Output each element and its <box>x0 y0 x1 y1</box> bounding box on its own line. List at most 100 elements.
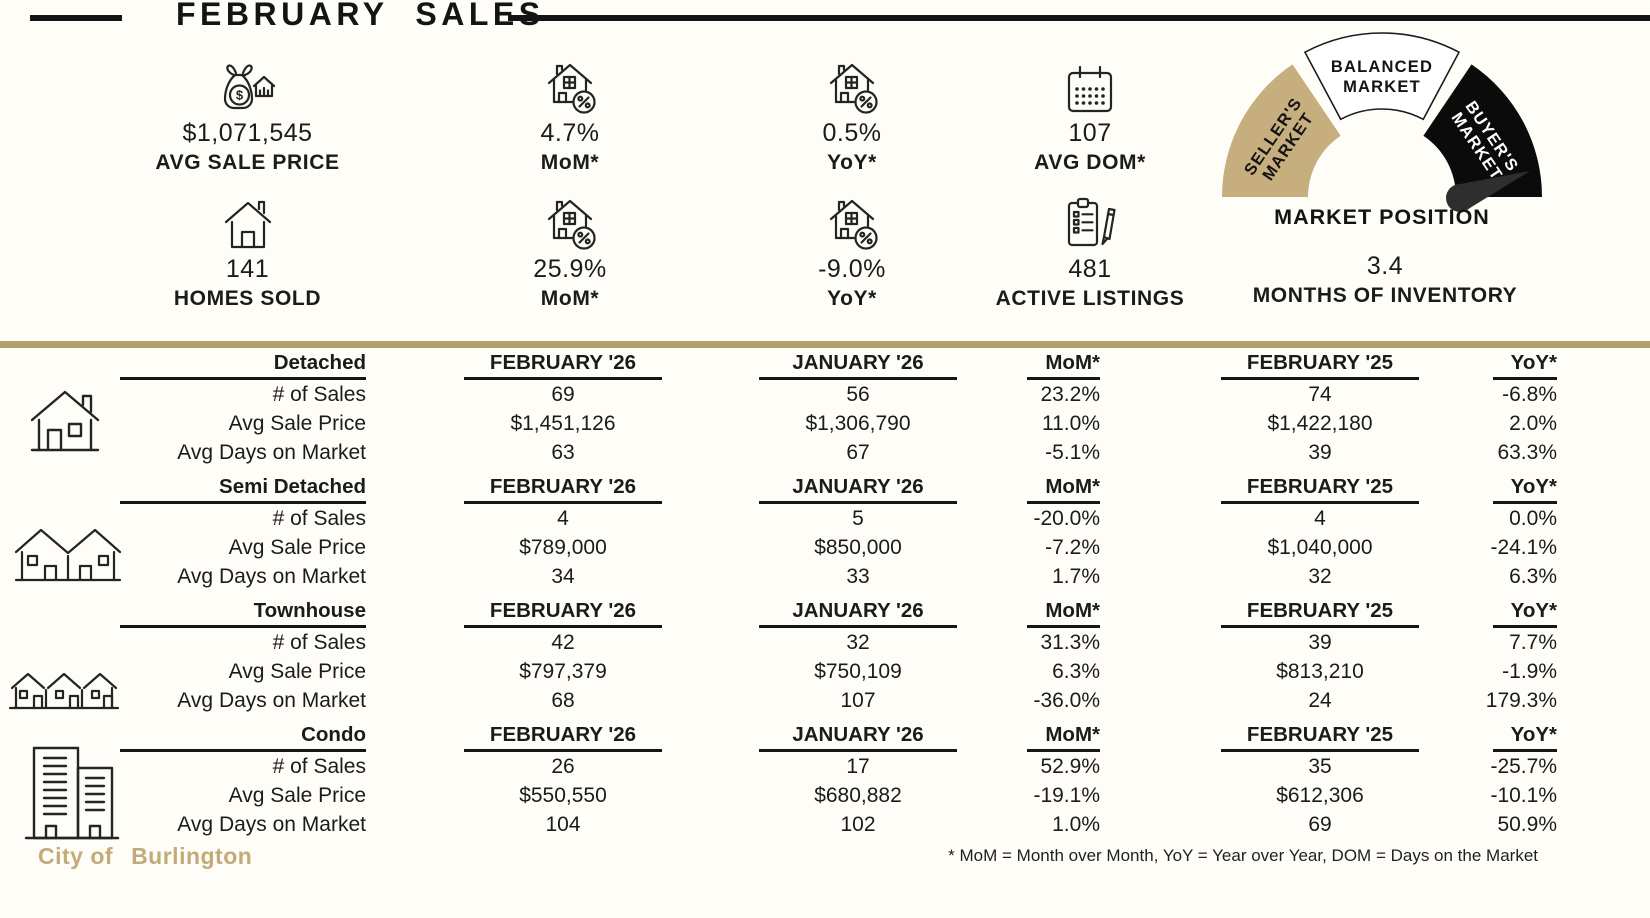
cell: 2.0% <box>1509 411 1557 435</box>
property-type-label: Condo <box>120 723 366 752</box>
stat-mom-price: 4.7% MoM* <box>430 58 710 175</box>
cell: 5 <box>852 506 864 530</box>
table-row-sales: # of Sales 69 56 23.2% 74 -6.8% <box>120 380 1650 409</box>
group-header-row: Semi Detached FEBRUARY '26 JANUARY '26 M… <box>120 474 1650 504</box>
row-label: # of Sales <box>272 754 366 778</box>
cell: $1,306,790 <box>805 411 911 435</box>
table-group-semi-detached: Semi Detached FEBRUARY '26 JANUARY '26 M… <box>120 474 1650 591</box>
cell: 17 <box>846 754 870 778</box>
col-header-feb25: FEBRUARY '25 <box>1221 723 1419 752</box>
col-header-jan26: JANUARY '26 <box>759 475 957 504</box>
col-header-yoy: YoY* <box>1492 599 1557 628</box>
cell: -1.9% <box>1502 659 1557 683</box>
table-group-condo: Condo FEBRUARY '26 JANUARY '26 MoM* FEBR… <box>120 722 1650 839</box>
cell: 6.3% <box>1509 564 1557 588</box>
table-row-price: Avg Sale Price $797,379 $750,109 6.3% $8… <box>120 657 1650 686</box>
market-position-gauge: SELLER'S MARKET BALANCED MARKET BUYER'S … <box>1212 25 1552 230</box>
stat-value: -9.0% <box>818 255 886 283</box>
header-rule-left <box>30 15 122 21</box>
house-percent-icon <box>430 194 710 252</box>
gauge-segment-balanced <box>1303 32 1461 121</box>
footnote: * MoM = Month over Month, YoY = Year ove… <box>948 846 1538 865</box>
col-header-jan26: JANUARY '26 <box>759 599 957 628</box>
condo-buildings-icon <box>22 742 122 851</box>
row-label: Avg Days on Market <box>177 564 366 588</box>
stat-label: MoM* <box>540 151 600 174</box>
cell: -19.1% <box>1033 783 1100 807</box>
group-header-row: Townhouse FEBRUARY '26 JANUARY '26 MoM* … <box>120 598 1650 628</box>
stat-label: MoM* <box>540 287 600 310</box>
col-header-yoy: YoY* <box>1492 351 1557 380</box>
cell: 63.3% <box>1497 440 1557 464</box>
cell: 34 <box>551 564 575 588</box>
logo-word: City of <box>38 843 114 869</box>
row-label: # of Sales <box>272 382 366 406</box>
table-row-dom: Avg Days on Market 104 102 1.0% 69 50.9% <box>120 810 1650 839</box>
stat-homes-sold: 141 HOMES SOLD <box>80 194 415 311</box>
logo-word: Burlington <box>131 843 253 869</box>
cell: 1.7% <box>1052 564 1100 588</box>
table-row-dom: Avg Days on Market 34 33 1.7% 32 6.3% <box>120 562 1650 591</box>
cell: 11.0% <box>1042 411 1100 435</box>
svg-text:MARKET: MARKET <box>1343 78 1421 96</box>
stats-panel: $ $1,071,545 AVG SALE PRICE 4.7% MoM* <box>0 32 1650 346</box>
calendar-icon <box>950 58 1230 116</box>
balanced-market-label: BALANCED MARKET <box>1331 58 1433 96</box>
row-label: # of Sales <box>272 630 366 654</box>
row-label: Avg Days on Market <box>177 440 366 464</box>
stat-value: 3.4 <box>1366 252 1404 280</box>
cell: 4 <box>557 506 569 530</box>
row-label: Avg Days on Market <box>177 812 366 836</box>
col-header-feb26: FEBRUARY '26 <box>464 599 662 628</box>
stat-label: AVG DOM* <box>1034 151 1146 174</box>
col-header-mom: MoM* <box>1027 475 1100 504</box>
townhouse-icon <box>8 668 120 717</box>
page-title: FEBRUARY SALES <box>176 0 545 32</box>
row-label: Avg Days on Market <box>177 688 366 712</box>
group-header-row: Condo FEBRUARY '26 JANUARY '26 MoM* FEBR… <box>120 722 1650 752</box>
cell: 68 <box>551 688 575 712</box>
cell: 35 <box>1308 754 1332 778</box>
cell: 69 <box>551 382 575 406</box>
col-header-yoy: YoY* <box>1492 723 1557 752</box>
gauge-title: MARKET POSITION <box>1274 205 1490 229</box>
stat-value: 107 <box>1068 119 1112 147</box>
cell: 104 <box>545 812 581 836</box>
house-icon <box>80 194 415 252</box>
table-group-townhouse: Townhouse FEBRUARY '26 JANUARY '26 MoM* … <box>120 598 1650 715</box>
cell: 63 <box>551 440 575 464</box>
stat-label: YoY* <box>827 151 877 174</box>
cell: 52.9% <box>1040 754 1100 778</box>
cell: 179.3% <box>1485 688 1557 712</box>
section-divider <box>0 341 1650 348</box>
row-label: Avg Sale Price <box>228 659 366 683</box>
table-group-detached: Detached FEBRUARY '26 JANUARY '26 MoM* F… <box>120 350 1650 467</box>
stat-months-of-inventory: 3.4 MONTHS OF INVENTORY <box>1205 252 1565 308</box>
stat-label: AVG SALE PRICE <box>155 151 340 174</box>
cell: 56 <box>846 382 870 406</box>
cell: -36.0% <box>1033 688 1100 712</box>
stat-avg-dom: 107 AVG DOM* <box>950 58 1230 175</box>
svg-text:BALANCED: BALANCED <box>1331 58 1433 76</box>
cell: $1,422,180 <box>1267 411 1373 435</box>
col-header-feb25: FEBRUARY '25 <box>1221 351 1419 380</box>
col-header-mom: MoM* <box>1027 351 1100 380</box>
cell: $1,451,126 <box>510 411 616 435</box>
cell: -5.1% <box>1045 440 1100 464</box>
stat-value: 25.9% <box>533 255 607 283</box>
cell: $550,550 <box>519 783 607 807</box>
cell: $813,210 <box>1276 659 1364 683</box>
cell: 32 <box>1308 564 1332 588</box>
house-percent-icon <box>430 58 710 116</box>
row-label: # of Sales <box>272 506 366 530</box>
city-of-burlington-logo: City of Burlington <box>38 843 252 870</box>
col-header-feb26: FEBRUARY '26 <box>464 475 662 504</box>
cell: 6.3% <box>1052 659 1100 683</box>
group-header-row: Detached FEBRUARY '26 JANUARY '26 MoM* F… <box>120 350 1650 380</box>
table-row-sales: # of Sales 42 32 31.3% 39 7.7% <box>120 628 1650 657</box>
cell: 31.3% <box>1040 630 1100 654</box>
cell: $797,379 <box>519 659 607 683</box>
stat-value: 141 <box>225 255 270 283</box>
stat-value: 481 <box>1068 255 1112 283</box>
svg-text:$: $ <box>235 88 243 103</box>
